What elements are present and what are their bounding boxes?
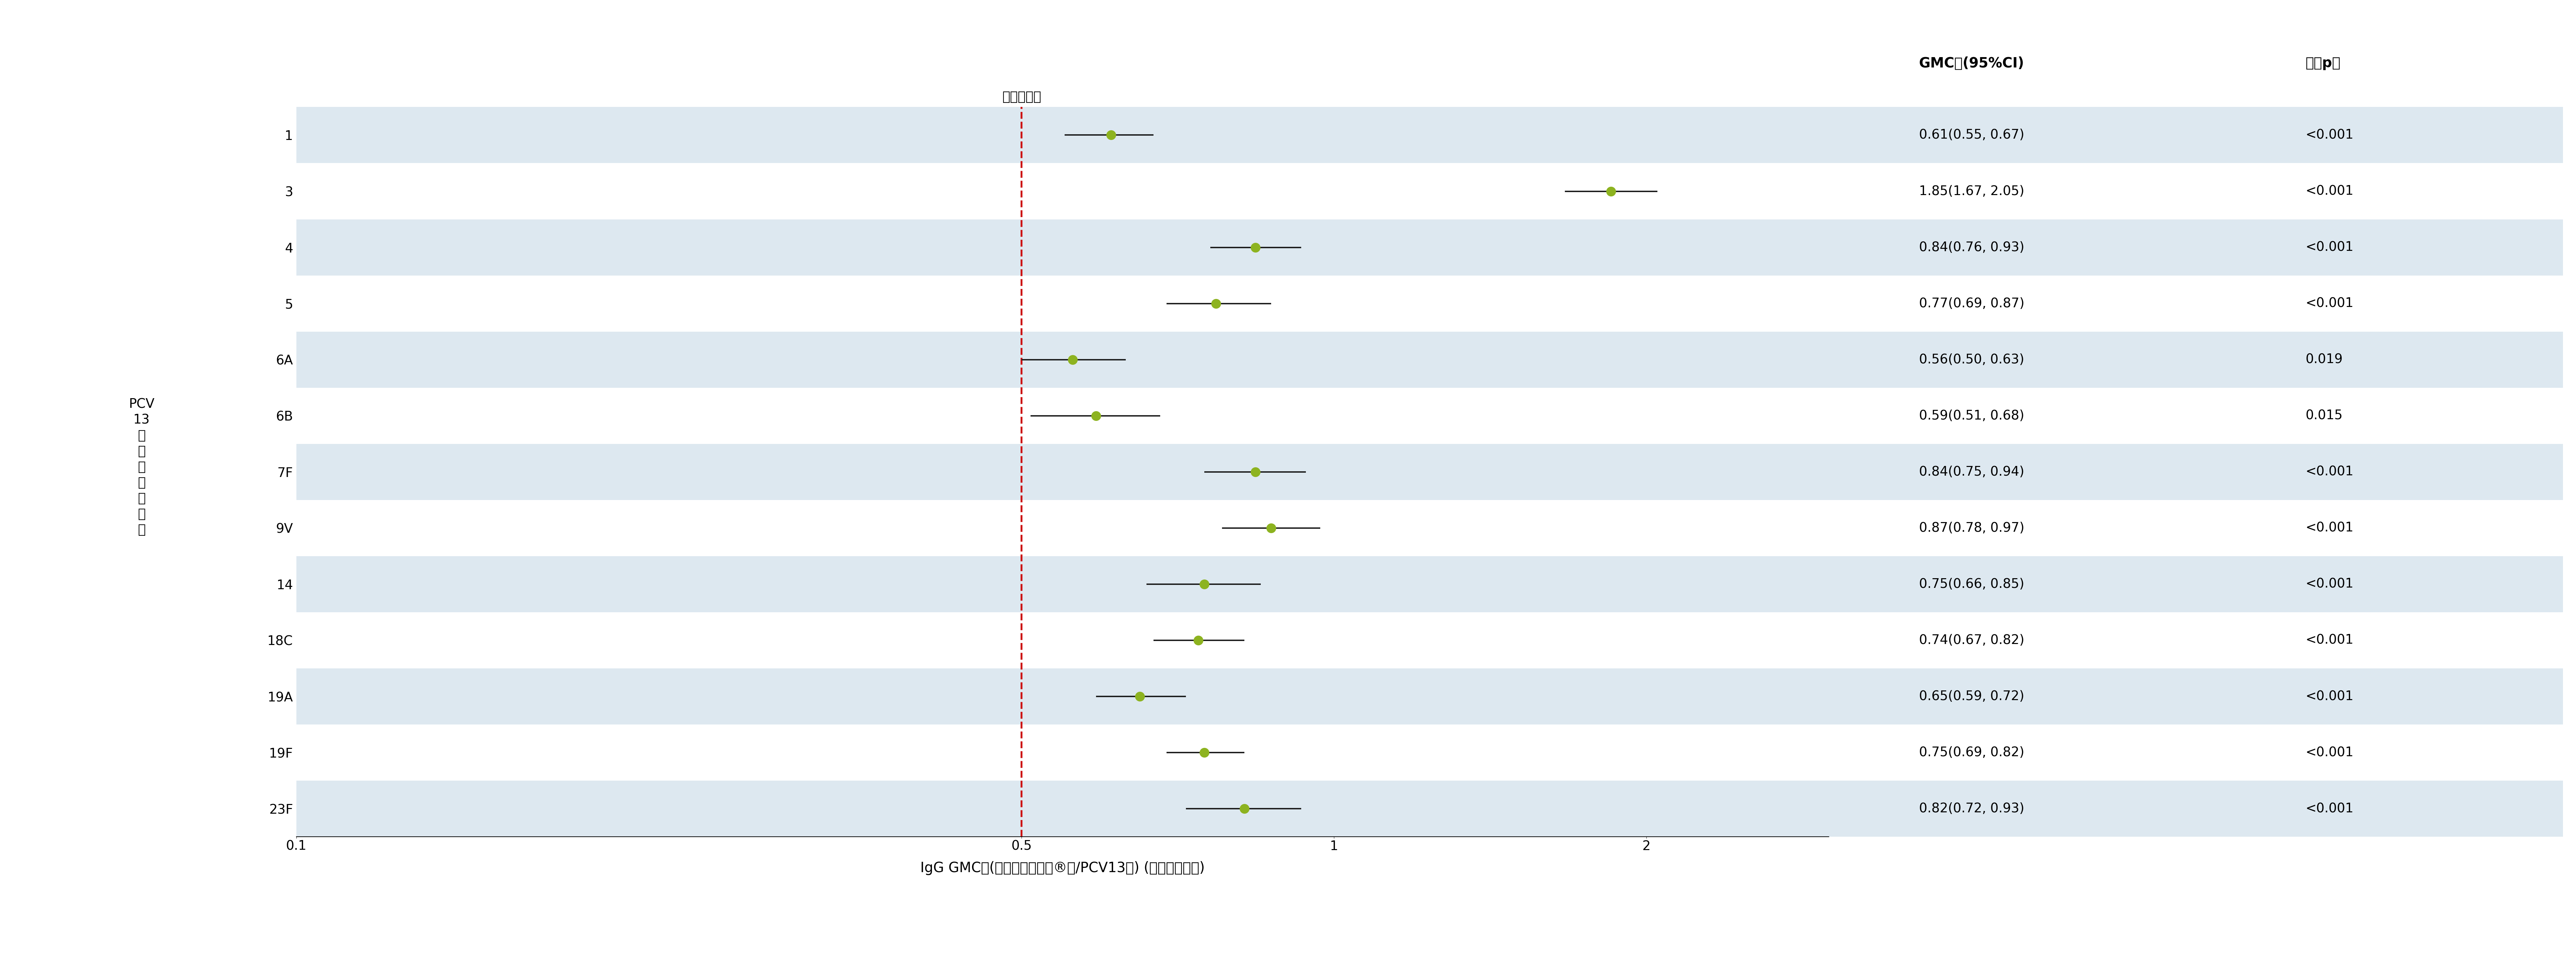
Text: 非劣性基準: 非劣性基準 (1002, 90, 1041, 103)
Text: <0.001: <0.001 (2306, 746, 2354, 759)
Text: 0.015: 0.015 (2306, 410, 2342, 422)
Text: 0.019: 0.019 (2306, 353, 2342, 366)
Text: <0.001: <0.001 (2306, 690, 2354, 703)
Text: PCV
13
と
共
通
の
血
清
型: PCV 13 と 共 通 の 血 清 型 (129, 398, 155, 536)
Bar (296, 780, 1829, 837)
Text: GMC比(95%CI): GMC比(95%CI) (1919, 56, 2025, 70)
Text: 0.87(0.78, 0.97): 0.87(0.78, 0.97) (1919, 522, 2025, 534)
Text: <0.001: <0.001 (2306, 185, 2354, 198)
Text: 0.75(0.66, 0.85): 0.75(0.66, 0.85) (1919, 578, 2025, 591)
Bar (296, 444, 1829, 500)
Text: <0.001: <0.001 (2306, 465, 2354, 479)
Text: 0.84(0.75, 0.94): 0.84(0.75, 0.94) (1919, 465, 2025, 479)
Text: 0.74(0.67, 0.82): 0.74(0.67, 0.82) (1919, 634, 2025, 647)
Bar (296, 219, 1829, 275)
Text: <0.001: <0.001 (2306, 634, 2354, 647)
Text: 0.75(0.69, 0.82): 0.75(0.69, 0.82) (1919, 746, 2025, 759)
Text: <0.001: <0.001 (2306, 128, 2354, 141)
Bar (296, 107, 1829, 163)
Text: <0.001: <0.001 (2306, 297, 2354, 309)
Bar (296, 332, 1829, 387)
Text: 0.77(0.69, 0.87): 0.77(0.69, 0.87) (1919, 297, 2025, 309)
Text: 0.56(0.50, 0.63): 0.56(0.50, 0.63) (1919, 353, 2025, 366)
Text: <0.001: <0.001 (2306, 522, 2354, 534)
Text: 1.85(1.67, 2.05): 1.85(1.67, 2.05) (1919, 185, 2025, 198)
Text: 0.82(0.72, 0.93): 0.82(0.72, 0.93) (1919, 803, 2025, 815)
Bar (296, 557, 1829, 612)
Text: 0.65(0.59, 0.72): 0.65(0.59, 0.72) (1919, 690, 2025, 703)
Text: 0.59(0.51, 0.68): 0.59(0.51, 0.68) (1919, 410, 2025, 422)
Text: 片側p値: 片側p値 (2306, 56, 2342, 70)
X-axis label: IgG GMC比(バクニュバンス®群/PCV13群) (対数スケール): IgG GMC比(バクニュバンス®群/PCV13群) (対数スケール) (920, 861, 1206, 875)
Text: <0.001: <0.001 (2306, 578, 2354, 591)
Text: <0.001: <0.001 (2306, 241, 2354, 254)
Text: 0.84(0.76, 0.93): 0.84(0.76, 0.93) (1919, 241, 2025, 254)
Text: 0.61(0.55, 0.67): 0.61(0.55, 0.67) (1919, 128, 2025, 141)
Text: <0.001: <0.001 (2306, 803, 2354, 815)
Bar (296, 668, 1829, 725)
